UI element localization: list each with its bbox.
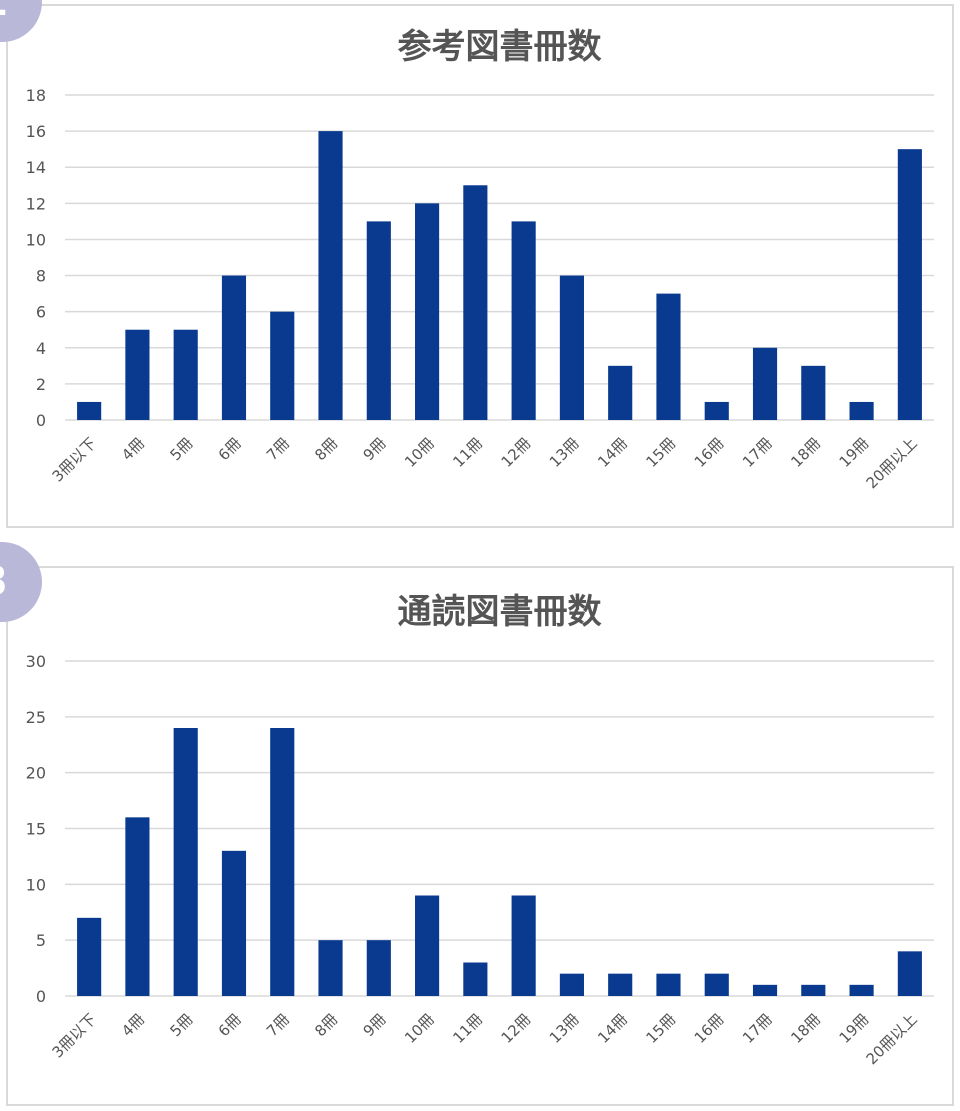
x-tick-label: 14冊: [594, 1010, 631, 1047]
x-tick-label: 19冊: [836, 434, 873, 471]
bar: [125, 817, 150, 996]
y-tick-label: 16: [26, 122, 46, 141]
x-tick-label: 14冊: [594, 434, 631, 471]
bar: [173, 329, 198, 420]
bar: [125, 329, 150, 420]
bar: [897, 951, 922, 996]
bar: [608, 973, 633, 996]
bar: [897, 149, 922, 420]
bar: [77, 401, 102, 420]
bar: [270, 728, 295, 996]
y-tick-label: 2: [36, 375, 46, 394]
x-tick-label: 19冊: [836, 1010, 873, 1047]
bar: [77, 917, 102, 996]
x-tick-label: 5冊: [166, 1010, 196, 1040]
x-tick-label: 4冊: [118, 434, 148, 464]
x-tick-label: 12冊: [498, 434, 535, 471]
x-tick-label: 10冊: [401, 434, 438, 471]
bar: [704, 401, 729, 420]
bar: [559, 275, 584, 420]
chart-title: 参考図書冊数: [398, 27, 602, 67]
x-tick-label: 3冊以下: [49, 434, 100, 485]
bar: [656, 293, 681, 420]
chart-panel-read-books: 通読図書冊数 0 5 10 15 20 25 30 3冊以下 4冊 5冊 6冊 7冊 8冊 9冊 10冊 11冊…: [6, 566, 954, 1106]
bar: [270, 311, 295, 420]
bar: [849, 984, 874, 996]
bar: [221, 850, 247, 996]
x-tick-label: 18冊: [787, 434, 824, 471]
x-tick-label: 16冊: [691, 434, 728, 471]
x-tick-label: 10冊: [401, 1010, 438, 1047]
bar: [318, 940, 343, 996]
y-tick-label: 12: [26, 194, 46, 213]
x-tick-label: 8冊: [311, 1010, 341, 1040]
y-tick-label: 10: [26, 230, 46, 249]
bar: [366, 940, 391, 996]
chart-panel-reference-books: 参考図書冊数 0 2 4 6 8 10 12 14 16 18 3冊以下 4冊 5冊 6冊 7冊 8冊 9冊 10冊…: [6, 4, 954, 528]
chart-reference-books: 参考図書冊数 0 2 4 6 8 10 12 14 16 18 3冊以下 4冊 5冊 6冊 7冊 8冊 9冊 10冊…: [26, 27, 934, 492]
bar: [752, 347, 778, 420]
bar: [221, 275, 247, 420]
x-tick-label: 11冊: [449, 1010, 486, 1047]
bar: [559, 973, 584, 996]
x-tick-label: 5冊: [166, 434, 196, 464]
x-tick-label: 17冊: [739, 1010, 776, 1047]
y-tick-label: 6: [36, 303, 46, 322]
y-tick-label: 20: [26, 764, 46, 783]
section-badge-label: 1: [0, 0, 8, 25]
x-tick-label: 9冊: [360, 434, 390, 464]
x-tick-label: 3冊以下: [49, 1010, 100, 1061]
x-tick-label: 9冊: [360, 1010, 390, 1040]
bar: [511, 895, 536, 996]
y-tick-label: 30: [26, 652, 46, 671]
y-tick-label: 18: [26, 86, 46, 105]
bar: [318, 131, 343, 420]
bar: [463, 185, 488, 420]
bar: [415, 895, 440, 996]
bar: [366, 221, 391, 420]
x-tick-label: 6冊: [215, 434, 245, 464]
y-tick-label: 4: [36, 339, 46, 358]
x-tick-label: 12冊: [498, 1010, 535, 1047]
x-tick-label: 4冊: [118, 1010, 148, 1040]
y-tick-label: 0: [36, 411, 46, 430]
bar: [801, 984, 826, 996]
x-tick-label: 20冊以上: [863, 1010, 921, 1068]
x-tick-label: 15冊: [642, 1010, 679, 1047]
y-tick-label: 15: [26, 820, 46, 839]
x-tick-label: 17冊: [739, 434, 776, 471]
y-tick-label: 10: [26, 875, 46, 894]
y-tick-label: 5: [36, 931, 46, 950]
bar: [511, 221, 536, 420]
x-tick-label: 18冊: [787, 1010, 824, 1047]
y-tick-label: 14: [26, 158, 46, 177]
section-badge-label: 3: [0, 559, 8, 605]
bar: [463, 962, 488, 996]
x-tick-label: 16冊: [691, 1010, 728, 1047]
y-tick-label: 0: [36, 987, 46, 1006]
bar: [415, 203, 440, 420]
y-tick-label: 25: [26, 708, 46, 727]
y-tick-label: 8: [36, 267, 46, 286]
x-tick-label: 7冊: [263, 1010, 293, 1040]
x-tick-label: 6冊: [215, 1010, 245, 1040]
x-tick-label: 13冊: [546, 1010, 583, 1047]
x-tick-label: 8冊: [311, 434, 341, 464]
bar: [704, 973, 729, 996]
x-tick-label: 20冊以上: [863, 434, 921, 492]
x-tick-label: 13冊: [546, 434, 583, 471]
chart-read-books: 通読図書冊数 0 5 10 15 20 25 30 3冊以下 4冊 5冊 6冊 7冊 8冊 9冊 10冊 11冊…: [26, 592, 934, 1068]
x-tick-label: 15冊: [642, 434, 679, 471]
bar: [801, 365, 826, 420]
bar: [608, 365, 633, 420]
bar: [656, 973, 681, 996]
bar: [849, 401, 874, 420]
x-tick-label: 11冊: [449, 434, 486, 471]
x-tick-label: 7冊: [263, 434, 293, 464]
chart-title: 通読図書冊数: [398, 592, 602, 632]
bar: [173, 728, 198, 996]
bar: [752, 984, 778, 996]
